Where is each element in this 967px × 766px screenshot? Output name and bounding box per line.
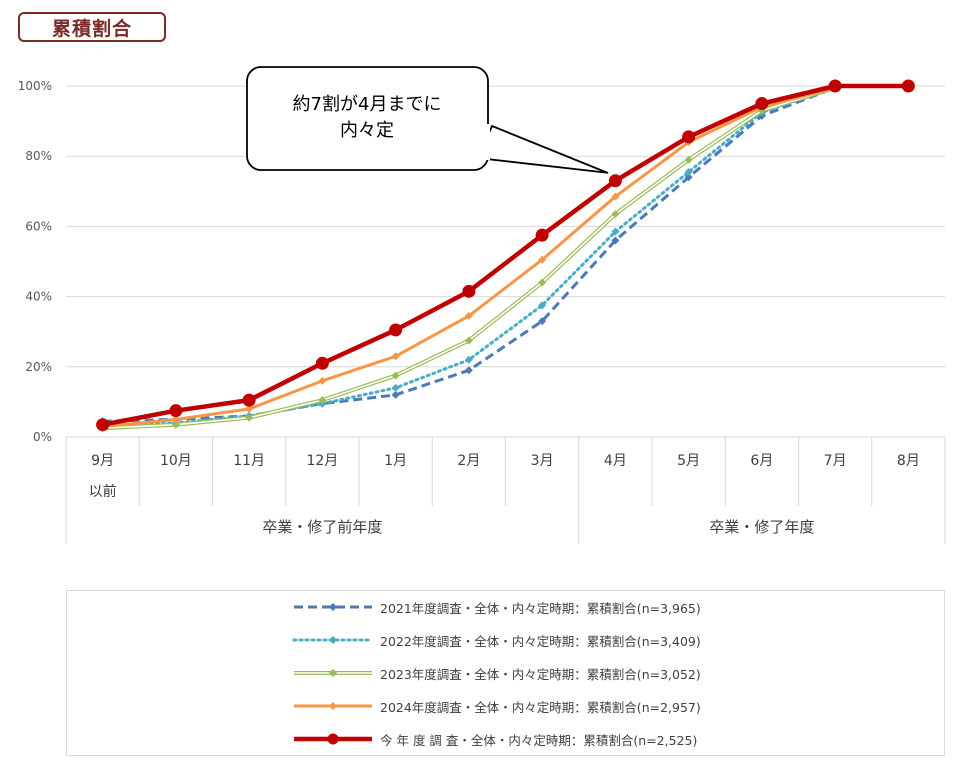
data-point xyxy=(828,79,842,93)
legend-item: 2021年度調査・全体・内々定時期：累積割合(n=3,965) xyxy=(292,597,701,617)
data-point xyxy=(245,404,254,413)
data-point xyxy=(391,383,400,392)
data-point xyxy=(611,236,620,245)
legend-label: 2021年度調査・全体・内々定時期：累積割合(n=3,965) xyxy=(380,600,701,616)
y-tick-label: 100% xyxy=(18,79,52,93)
data-point xyxy=(391,352,400,361)
legend-marker xyxy=(329,636,337,644)
x-tick-label: 5月 xyxy=(677,453,700,469)
data-point xyxy=(464,336,473,345)
legend-swatch xyxy=(294,733,372,745)
x-tick-label: 4月 xyxy=(604,453,627,469)
data-point xyxy=(245,413,254,422)
data-point xyxy=(535,228,549,242)
data-point xyxy=(96,418,110,432)
data-point xyxy=(901,79,915,93)
x-tick-label: 6月 xyxy=(750,453,773,469)
series-5-line xyxy=(102,83,909,427)
x-tick-label: 9月 xyxy=(91,453,114,469)
callout-pointer xyxy=(477,125,609,174)
x-tick-label: 7月 xyxy=(824,453,847,469)
data-point xyxy=(315,356,329,370)
callout-text: 内々定 xyxy=(340,120,394,141)
legend-marker xyxy=(327,733,339,745)
legend-item: 2024年度調査・全体・内々定時期：累積割合(n=2,957) xyxy=(292,696,701,716)
data-point xyxy=(318,396,327,405)
legend-item: 2023年度調査・全体・内々定時期：累積割合(n=3,052) xyxy=(292,663,701,683)
x-tick-label: 2月 xyxy=(457,453,480,469)
series-3 xyxy=(98,83,840,433)
data-point xyxy=(538,301,547,310)
legend-swatch xyxy=(294,702,372,710)
data-point xyxy=(538,278,547,287)
data-point xyxy=(538,255,547,264)
data-point xyxy=(611,210,620,219)
y-tick-label: 20% xyxy=(25,360,52,374)
data-point xyxy=(538,317,547,326)
data-point xyxy=(755,97,769,111)
data-point xyxy=(608,174,622,188)
data-point xyxy=(682,130,696,144)
legend-item: 今 年 度 調 査・全体・内々定時期：累積割合(n=2,525) xyxy=(292,729,697,749)
data-point xyxy=(464,366,473,375)
legend-swatch xyxy=(294,603,372,611)
y-tick-label: 40% xyxy=(25,290,52,304)
legend-marker xyxy=(329,669,337,677)
data-point xyxy=(464,355,473,364)
data-point xyxy=(684,155,693,164)
data-point xyxy=(464,311,473,320)
x-group-label: 卒業・修了年度 xyxy=(709,518,814,536)
legend-item: 2022年度調査・全体・内々定時期：累積割合(n=3,409) xyxy=(292,630,701,650)
callout-text: 約7割が4月までに xyxy=(293,94,442,115)
data-point xyxy=(611,227,620,236)
x-tick-label: 11月 xyxy=(233,453,265,469)
data-point xyxy=(462,284,476,298)
callout-seam-cover xyxy=(478,124,490,160)
y-axis-ticks: 0% 20% 40% 60% 80% 100% xyxy=(18,79,52,444)
legend-label: 2024年度調査・全体・内々定時期：累積割合(n=2,957) xyxy=(380,699,701,715)
data-point xyxy=(169,404,183,418)
x-tick-label: 1月 xyxy=(384,453,407,469)
data-point xyxy=(171,415,180,424)
x-tick-label: 8月 xyxy=(897,453,920,469)
x-tick-sublabel: 以前 xyxy=(89,483,117,500)
data-point xyxy=(611,192,620,201)
series-lines xyxy=(96,79,915,433)
series-5 xyxy=(96,79,915,432)
data-point xyxy=(391,390,400,399)
legend-marker xyxy=(329,603,337,611)
callout-box xyxy=(246,66,489,171)
x-tick-label: 3月 xyxy=(531,453,554,469)
data-point xyxy=(242,393,256,407)
legend-swatch xyxy=(292,636,374,644)
data-point xyxy=(389,323,403,337)
data-point xyxy=(318,376,327,385)
legend: 2021年度調査・全体・内々定時期：累積割合(n=3,965) 2022年度調査・… xyxy=(66,590,945,756)
y-tick-label: 60% xyxy=(25,219,52,233)
data-point xyxy=(684,167,693,176)
legend-label: 2023年度調査・全体・内々定時期：累積割合(n=3,052) xyxy=(380,666,701,682)
legend-swatch xyxy=(294,669,372,677)
x-tick-label: 10月 xyxy=(160,453,192,469)
x-tick-label: 12月 xyxy=(306,453,338,469)
x-group-label: 卒業・修了前年度 xyxy=(262,518,382,536)
legend-marker xyxy=(329,702,337,710)
y-tick-label: 0% xyxy=(33,430,52,444)
page-title: 累積割合 xyxy=(18,12,166,42)
data-point xyxy=(391,371,400,380)
data-point xyxy=(171,420,180,429)
legend-label: 2022年度調査・全体・内々定時期：累積割合(n=3,409) xyxy=(380,633,701,649)
legend-label: 今 年 度 調 査・全体・内々定時期：累積割合(n=2,525) xyxy=(380,732,698,748)
y-tick-label: 80% xyxy=(25,149,52,163)
